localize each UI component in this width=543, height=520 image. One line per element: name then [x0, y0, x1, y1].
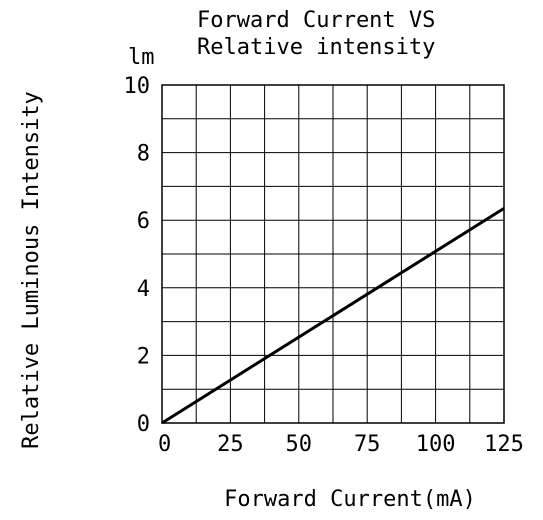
chart-title-line-1: Forward Current VS: [197, 8, 435, 33]
x-tick-label: 75: [354, 432, 381, 457]
x-tick-label: 100: [416, 432, 456, 457]
x-tick-label: 25: [217, 432, 244, 457]
x-tick-labels: 0 25 50 75 100 125: [158, 432, 524, 457]
chart-title-line-2: Relative intensity: [197, 35, 435, 60]
y-tick-label: 10: [124, 74, 151, 99]
series-line-1: [161, 207, 505, 425]
x-axis-label: Forward Current(mA): [224, 487, 476, 512]
y-axis-unit: lm: [128, 45, 155, 70]
plot-frame: [161, 84, 505, 424]
series-layer: [161, 207, 505, 425]
y-tick-label: 2: [137, 344, 150, 369]
x-tick-label: 125: [484, 432, 524, 457]
grid: [162, 85, 504, 423]
y-tick-label: 8: [137, 142, 150, 167]
y-tick-label: 4: [137, 277, 150, 302]
y-tick-label: 6: [137, 209, 150, 234]
y-axis-label: Relative Luminous Intensity: [19, 91, 44, 449]
x-tick-label: 0: [158, 432, 171, 457]
y-tick-labels: 0 2 4 6 8 10: [124, 74, 151, 437]
x-tick-label: 50: [286, 432, 313, 457]
y-tick-label: 0: [137, 412, 150, 437]
